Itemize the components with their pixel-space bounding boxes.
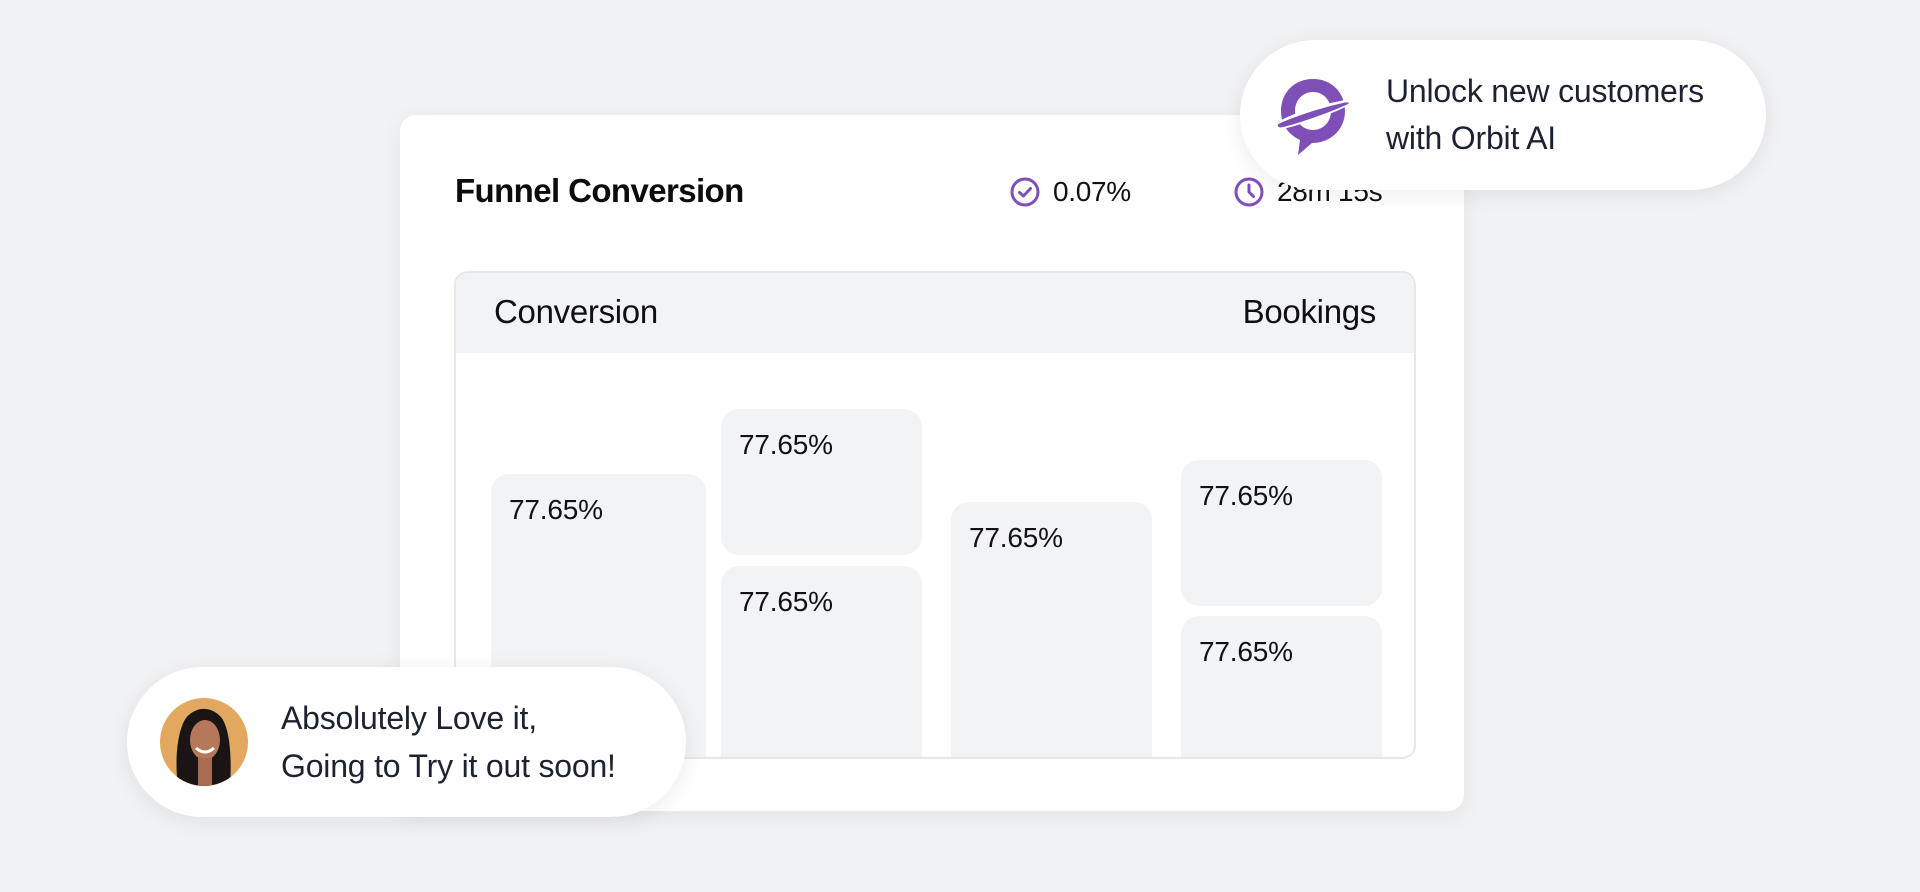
- check-circle-icon: [1010, 177, 1040, 207]
- funnel-bar: 77.65%: [951, 502, 1152, 757]
- funnel-bar: 77.65%: [1181, 460, 1382, 606]
- bar-value: 77.65%: [739, 429, 833, 460]
- orbit-ai-logo-icon: [1275, 79, 1352, 155]
- card-title: Funnel Conversion: [455, 172, 744, 209]
- conversion-header: Conversion: [494, 293, 658, 330]
- bar-value: 77.65%: [509, 494, 603, 525]
- bookings-header: Bookings: [1242, 293, 1377, 330]
- testimonial-text: Absolutely Love it, Going to Try it out …: [281, 694, 616, 790]
- conversion-rate-value: 0.07%: [1053, 176, 1131, 207]
- funnel-bar: 77.65%: [721, 566, 922, 757]
- avatar: [160, 698, 248, 786]
- promo-line-1: Unlock new customers: [1386, 73, 1704, 109]
- testimonial-line-1: Absolutely Love it,: [281, 700, 537, 736]
- panel-header: Conversion Bookings: [456, 273, 1414, 353]
- bar-value: 77.65%: [969, 522, 1063, 553]
- testimonial-bubble[interactable]: Absolutely Love it, Going to Try it out …: [127, 667, 686, 817]
- clock-icon: [1234, 177, 1264, 207]
- testimonial-line-2: Going to Try it out soon!: [281, 748, 616, 784]
- conversion-rate-stat: 0.07%: [1009, 175, 1131, 209]
- user-avatar-icon: [176, 708, 231, 786]
- promo-line-2: with Orbit AI: [1386, 120, 1556, 156]
- promo-text: Unlock new customers with Orbit AI: [1386, 68, 1704, 162]
- orbit-ai-promo-bubble[interactable]: Unlock new customers with Orbit AI: [1240, 40, 1766, 190]
- bar-value: 77.65%: [739, 586, 833, 617]
- funnel-bar: 77.65%: [1181, 616, 1382, 757]
- bar-value: 77.65%: [1199, 480, 1293, 511]
- funnel-bar: 77.65%: [721, 409, 922, 555]
- bar-value: 77.65%: [1199, 636, 1293, 667]
